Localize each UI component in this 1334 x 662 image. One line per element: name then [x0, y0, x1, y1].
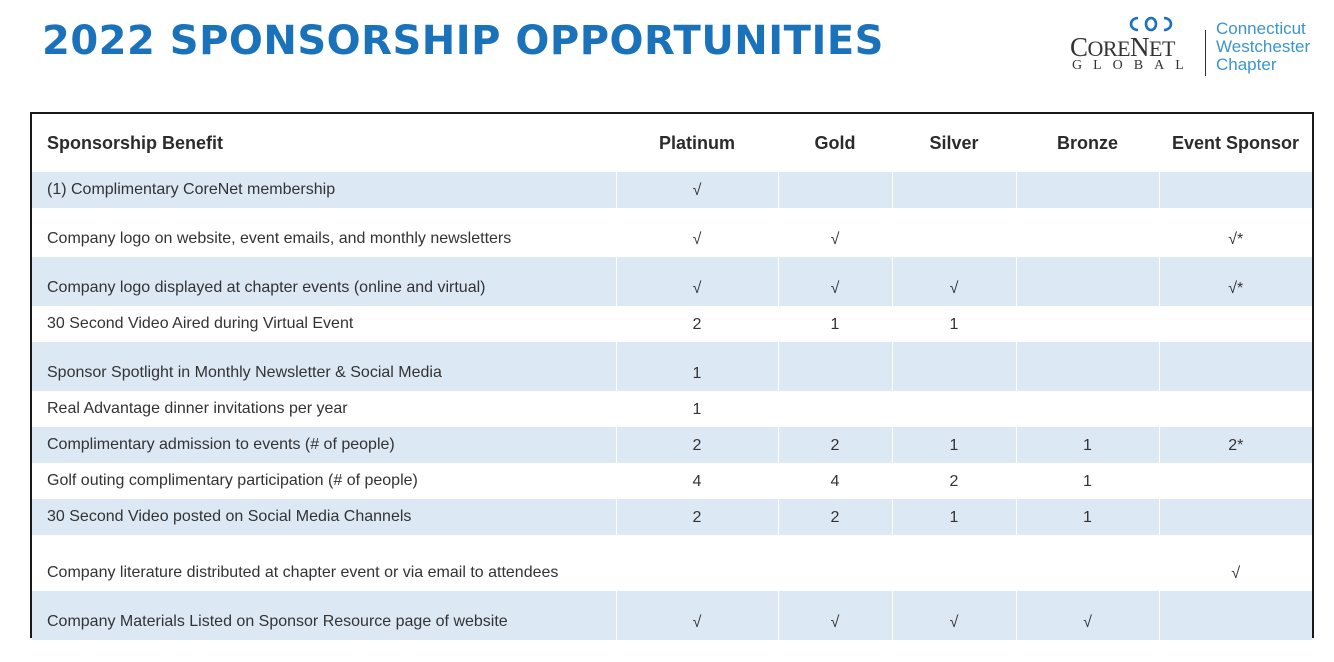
table-row: Golf outing complimentary participation … [32, 463, 1312, 499]
table-row: 30 Second Video Aired during Virtual Eve… [32, 306, 1312, 342]
tier-value-cell: 2 [777, 427, 892, 463]
table-row: Company logo on website, event emails, a… [32, 208, 1312, 257]
tier-value-cell [1158, 172, 1312, 208]
tier-value-cell: √ [777, 591, 892, 640]
tier-value-cell: √ [615, 172, 778, 208]
tier-value-cell [1158, 342, 1312, 391]
tier-value-cell [1015, 306, 1159, 342]
tier-value-cell: 4 [615, 463, 778, 499]
tier-value-cell [615, 535, 778, 591]
tier-value-cell: 2 [615, 499, 778, 535]
table-row: Real Advantage dinner invitations per ye… [32, 391, 1312, 427]
column-header-platinum: Platinum [658, 132, 735, 153]
tier-value-cell [891, 172, 1016, 208]
tier-value-cell: √* [1158, 257, 1312, 306]
column-header-event-sponsor: Event Sponsor [1171, 132, 1300, 153]
sponsorship-table: Sponsorship Benefit Platinum Gold Silver… [32, 114, 1312, 640]
tier-value-cell: 4 [777, 463, 892, 499]
column-header-gold: Gold [814, 132, 856, 153]
column-header-bronze: Bronze [1056, 132, 1118, 153]
column-header-silver: Silver [929, 132, 979, 153]
benefit-cell: 30 Second Video Aired during Virtual Eve… [47, 315, 354, 332]
tier-value-cell: √ [1158, 535, 1312, 591]
tier-value-cell: 1 [615, 391, 778, 427]
benefit-cell: Company literature distributed at chapte… [47, 564, 559, 581]
benefit-cell: Company logo on website, event emails, a… [47, 230, 512, 247]
tier-value-cell [777, 391, 892, 427]
sponsorship-table-frame: Sponsorship Benefit Platinum Gold Silver… [30, 112, 1314, 640]
tier-value-cell: 1 [1015, 463, 1159, 499]
logo-divider [1205, 30, 1206, 76]
tier-value-cell [1015, 257, 1159, 306]
table-row: Company literature distributed at chapte… [32, 535, 1312, 591]
logo-global-text: GLOBAL [1072, 58, 1195, 73]
table-header-row: Sponsorship Benefit Platinum Gold Silver… [32, 114, 1312, 172]
column-header-benefit: Sponsorship Benefit [47, 132, 224, 153]
tier-value-cell: 1 [615, 342, 778, 391]
tier-value-cell: 2 [615, 427, 778, 463]
tier-value-cell: √ [615, 591, 778, 640]
tier-value-cell: 2 [891, 463, 1016, 499]
table-row: Complimentary admission to events (# of … [32, 427, 1312, 463]
tier-value-cell [1158, 391, 1312, 427]
chapter-line: Chapter [1216, 55, 1277, 74]
tier-value-cell [1015, 535, 1159, 591]
benefit-cell: (1) Complimentary CoreNet membership [32, 172, 616, 208]
table-row: 30 Second Video posted on Social Media C… [32, 499, 1312, 535]
tier-value-cell: 1 [891, 306, 1016, 342]
corenet-rings-icon [1129, 16, 1173, 32]
tier-value-cell: 2 [615, 306, 778, 342]
chapter-line: Connecticut [1216, 19, 1306, 38]
tier-value-cell [1158, 463, 1312, 499]
benefit-cell: Company Materials Listed on Sponsor Reso… [32, 591, 616, 640]
tier-value-cell [777, 535, 892, 591]
benefit-cell: Company logo displayed at chapter events… [32, 257, 616, 306]
benefit-cell: Complimentary admission to events (# of … [32, 427, 616, 463]
page-title: 2022 SPONSORSHIP OPPORTUNITIES [42, 18, 884, 64]
tier-value-cell [1015, 208, 1159, 257]
tier-value-cell: √ [615, 208, 778, 257]
tier-value-cell [1015, 342, 1159, 391]
benefit-cell: 30 Second Video posted on Social Media C… [32, 499, 616, 535]
tier-value-cell [1158, 591, 1312, 640]
tier-value-cell [777, 342, 892, 391]
benefit-cell: Real Advantage dinner invitations per ye… [47, 400, 348, 417]
chapter-line: Westchester [1216, 37, 1311, 56]
tier-value-cell: 1 [777, 306, 892, 342]
tier-value-cell: 1 [891, 499, 1016, 535]
tier-value-cell [1015, 391, 1159, 427]
tier-value-cell: 2* [1158, 427, 1312, 463]
tier-value-cell: √ [891, 591, 1016, 640]
table-row: (1) Complimentary CoreNet membership √ [32, 172, 1312, 208]
tier-value-cell [1158, 499, 1312, 535]
tier-value-cell [891, 391, 1016, 427]
tier-value-cell: 1 [1015, 427, 1159, 463]
tier-value-cell: √ [615, 257, 778, 306]
tier-value-cell [891, 342, 1016, 391]
tier-value-cell: 1 [1015, 499, 1159, 535]
corenet-logo: CORENET GLOBAL Connecticut Westchester C… [1068, 14, 1318, 80]
tier-value-cell [1158, 306, 1312, 342]
table-row: Company logo displayed at chapter events… [32, 257, 1312, 306]
benefit-cell: Sponsor Spotlight in Monthly Newsletter … [32, 342, 616, 391]
table-row: Company Materials Listed on Sponsor Reso… [32, 591, 1312, 640]
tier-value-cell [777, 172, 892, 208]
tier-value-cell [891, 208, 1016, 257]
tier-value-cell: √ [891, 257, 1016, 306]
tier-value-cell: √ [1015, 591, 1159, 640]
table-row: Sponsor Spotlight in Monthly Newsletter … [32, 342, 1312, 391]
tier-value-cell [891, 535, 1016, 591]
tier-value-cell: √ [777, 208, 892, 257]
tier-value-cell: 1 [891, 427, 1016, 463]
logo-wordmark: CORENET [1070, 32, 1175, 62]
tier-value-cell [1015, 172, 1159, 208]
tier-value-cell: √* [1158, 208, 1312, 257]
tier-value-cell: 2 [777, 499, 892, 535]
benefit-cell: Golf outing complimentary participation … [47, 472, 418, 489]
tier-value-cell: √ [777, 257, 892, 306]
logo-chapter-name: Connecticut Westchester Chapter [1216, 20, 1310, 74]
